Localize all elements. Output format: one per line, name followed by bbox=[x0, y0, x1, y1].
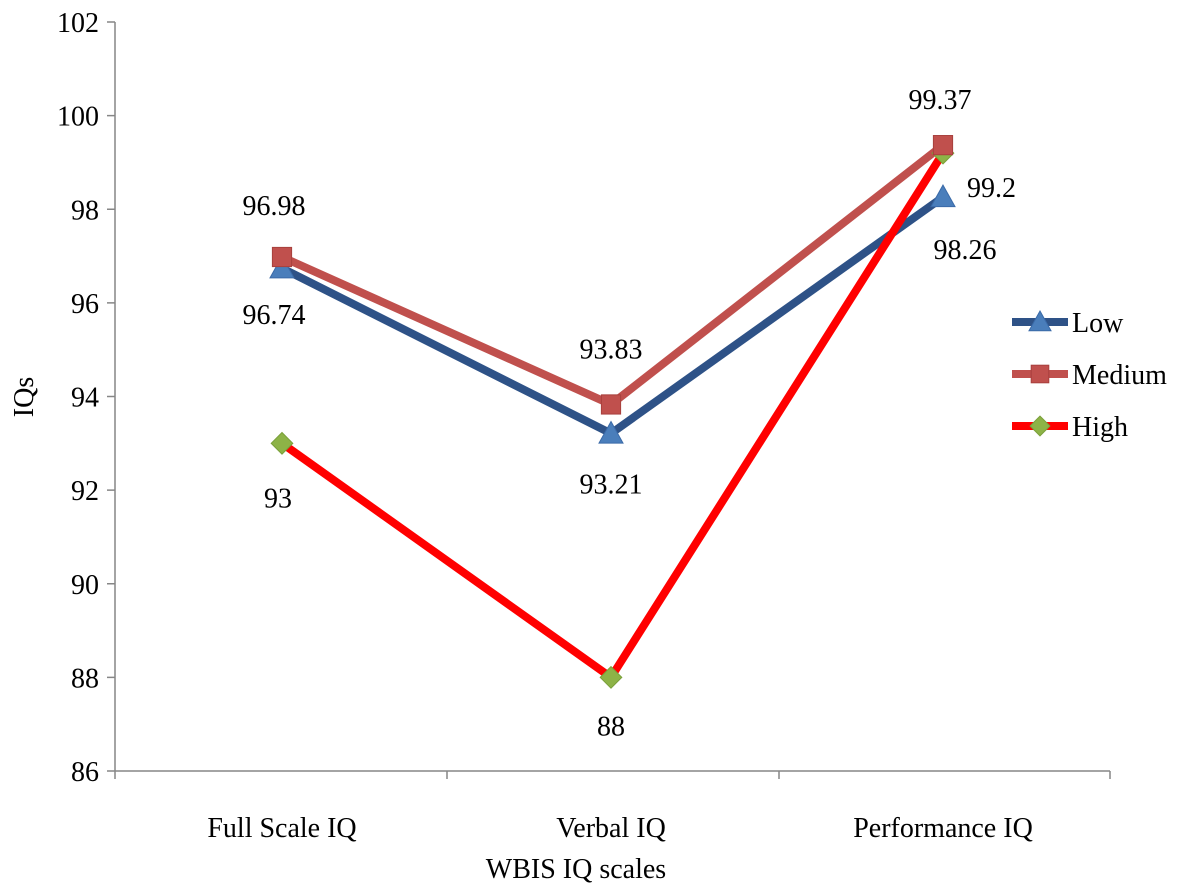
data-label: 93.21 bbox=[580, 469, 643, 500]
square-marker bbox=[600, 394, 622, 415]
legend: Low Medium High bbox=[1012, 308, 1167, 443]
y-tick-label: 92 bbox=[71, 476, 99, 507]
legend-label: Low bbox=[1072, 308, 1124, 339]
x-axis-title: WBIS IQ scales bbox=[486, 854, 666, 885]
series-line-high bbox=[278, 149, 947, 682]
square-marker bbox=[932, 135, 954, 156]
x-tick-label: Verbal IQ bbox=[556, 813, 666, 844]
diamond-marker bbox=[599, 665, 623, 689]
y-tick-label: 98 bbox=[71, 195, 99, 226]
data-labels: 96.74 93.21 98.26 96.98 93.83 99.37 93 88 99.2 bbox=[243, 85, 1017, 742]
diamond-marker bbox=[270, 431, 294, 455]
data-label: 98.26 bbox=[934, 235, 997, 266]
data-label: 93.83 bbox=[580, 334, 643, 365]
data-label: 99.37 bbox=[909, 85, 972, 116]
y-tick-label: 100 bbox=[57, 102, 99, 133]
data-label: 99.2 bbox=[967, 173, 1016, 204]
y-axis-ticks: 86 88 90 92 94 96 98 100 102 bbox=[57, 8, 115, 788]
data-label: 93 bbox=[264, 483, 292, 514]
square-marker bbox=[1030, 364, 1050, 384]
y-tick-label: 102 bbox=[57, 8, 99, 39]
data-label: 88 bbox=[597, 711, 625, 742]
legend-label: Medium bbox=[1072, 360, 1167, 391]
y-tick-label: 88 bbox=[71, 663, 99, 694]
series-line-medium bbox=[278, 141, 947, 409]
legend-label: High bbox=[1072, 412, 1128, 443]
x-axis-ticks: Full Scale IQ Verbal IQ Performance IQ bbox=[114, 771, 1111, 844]
y-axis-title: IQs bbox=[9, 377, 40, 417]
x-tick-label: Full Scale IQ bbox=[207, 813, 356, 844]
y-tick-label: 86 bbox=[71, 757, 99, 788]
square-marker bbox=[271, 246, 293, 268]
y-tick-label: 90 bbox=[71, 570, 99, 601]
diamond-marker bbox=[1029, 415, 1051, 437]
triangle-marker bbox=[1028, 309, 1052, 332]
series-group bbox=[269, 135, 956, 689]
triangle-marker bbox=[598, 420, 624, 444]
x-tick-label: Performance IQ bbox=[853, 813, 1033, 844]
triangle-marker bbox=[930, 184, 956, 208]
y-tick-label: 96 bbox=[71, 289, 99, 320]
y-tick-label: 94 bbox=[71, 383, 99, 414]
data-label: 96.98 bbox=[243, 191, 306, 222]
data-label: 96.74 bbox=[243, 300, 306, 331]
